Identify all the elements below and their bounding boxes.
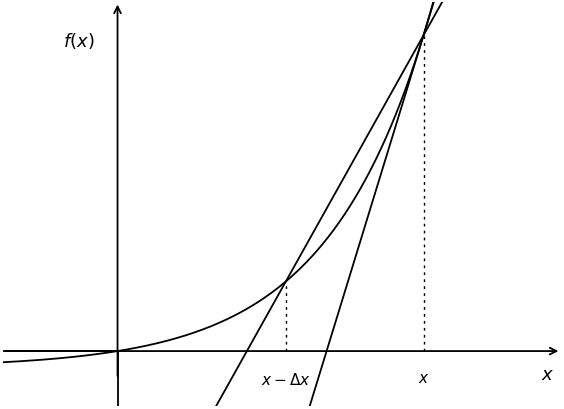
Text: $f(x)$: $f(x)$ — [63, 31, 95, 51]
Text: $x$: $x$ — [541, 365, 554, 383]
Text: $x$: $x$ — [418, 371, 429, 385]
Text: $x-\Delta x$: $x-\Delta x$ — [261, 371, 311, 387]
